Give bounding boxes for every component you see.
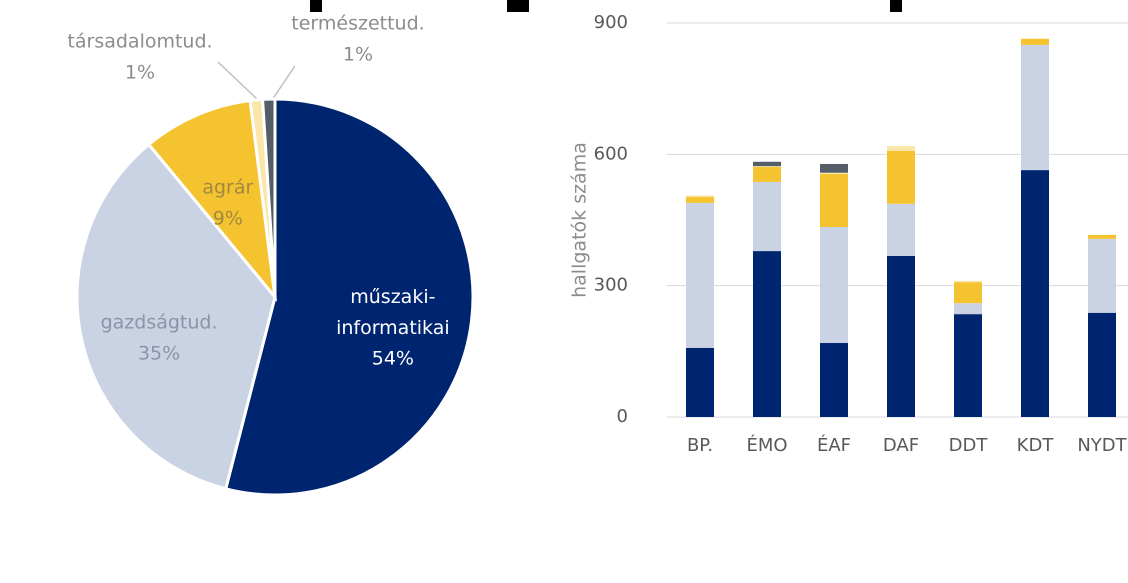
bar-segment [887, 150, 915, 204]
slice-value-label: 54% [372, 347, 414, 369]
slice-label: agrár [202, 176, 253, 198]
bar-segment [1021, 170, 1049, 417]
bar-segment [686, 202, 714, 348]
bar-segment [954, 282, 982, 304]
pie-slice [75, 142, 277, 491]
slice-label-line: műszaki- [350, 285, 435, 307]
bar-segment [954, 314, 982, 417]
bar-segment [1088, 238, 1116, 313]
x-tick-label: KDT [1017, 435, 1055, 456]
slice-label-line: informatikai [336, 316, 450, 338]
bar-segment [1021, 38, 1049, 45]
bar-segment [887, 146, 915, 151]
bar-segment [753, 161, 781, 167]
y-tick-label: 0 [617, 406, 628, 427]
leader-line [217, 61, 259, 101]
bar-segment [1088, 234, 1116, 239]
legend-swatch [517, 0, 529, 12]
legend-swatch [310, 0, 322, 12]
slice-value-label: 1% [125, 62, 155, 84]
bar-segment [887, 255, 915, 417]
legend-swatch [890, 0, 902, 12]
bar-segment [820, 174, 848, 228]
bar-segment [753, 166, 781, 168]
bar-segment [686, 196, 714, 203]
bar-segment [820, 172, 848, 175]
pie-slice [260, 97, 277, 298]
y-tick-label: 600 [594, 143, 628, 164]
leader-line [271, 65, 296, 101]
y-tick-label: 300 [594, 275, 628, 296]
bar-segment [820, 163, 848, 173]
x-tick-label: BP. [687, 435, 713, 456]
bar-segment [887, 203, 915, 256]
y-axis-title: hallgatók száma [569, 142, 591, 298]
pie-slice [223, 97, 475, 497]
bar-segment [820, 227, 848, 344]
x-tick-label: ÉMO [746, 434, 787, 456]
slice-label: műszaki-informatikai [336, 285, 450, 338]
bar-segment [753, 181, 781, 252]
slice-label: gazdságtud. [101, 311, 218, 333]
slice-value-label: 35% [138, 342, 180, 364]
bar-segment [753, 251, 781, 417]
legend-swatch [507, 0, 519, 12]
x-tick-label: ÉAF [817, 434, 851, 456]
slice-value-label: 9% [213, 207, 243, 229]
bar-segment [753, 167, 781, 182]
slice-value-label: 1% [343, 44, 373, 66]
x-tick-label: DDT [949, 435, 989, 456]
bar-segment [1021, 44, 1049, 171]
bar-segment [686, 195, 714, 197]
bar-segment [686, 347, 714, 417]
pie-slice [146, 98, 278, 302]
x-tick-label: DAF [883, 435, 919, 456]
bar-segment [954, 280, 982, 283]
bar-segment [820, 343, 848, 417]
slice-label: természettud. [291, 13, 424, 35]
bar-segment [1088, 312, 1116, 417]
bar-segment [954, 303, 982, 315]
slice-label: társadalomtud. [67, 31, 212, 53]
x-tick-label: NYDT [1077, 435, 1127, 456]
y-tick-label: 900 [594, 12, 628, 33]
